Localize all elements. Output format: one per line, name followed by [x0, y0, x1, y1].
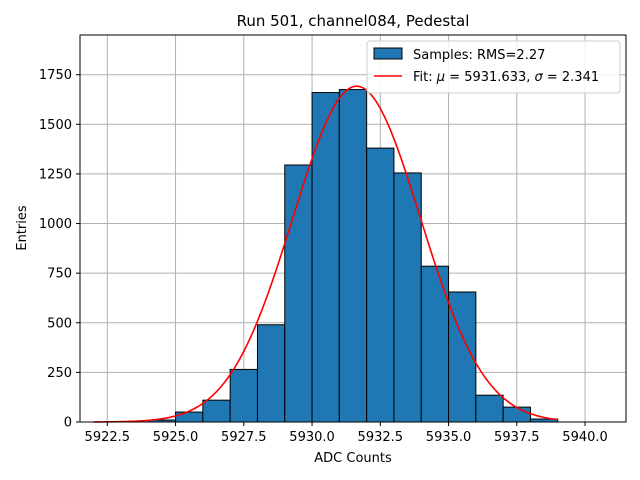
y-tick-label: 1000: [39, 217, 72, 232]
y-axis-label: Entries: [15, 205, 30, 251]
x-tick-label: 5932.5: [358, 430, 404, 445]
histogram-bar: [338, 89, 368, 423]
legend: Samples: RMS=2.27 Fit: μ = 5931.633, σ =…: [366, 40, 621, 94]
histogram-bar: [475, 394, 504, 423]
histogram-bar: [284, 164, 313, 423]
y-tick-label: 250: [47, 366, 72, 381]
histogram-bar: [393, 172, 422, 423]
y-tick-label: 750: [47, 267, 72, 282]
histogram-bar: [229, 368, 258, 423]
x-tick-label: 5925.0: [153, 430, 199, 445]
y-tick-label: 500: [47, 316, 72, 331]
histogram-bar: [366, 147, 395, 423]
histogram-bar: [311, 92, 340, 423]
legend-samples-swatch: [373, 47, 403, 60]
legend-fit-label: Fit: μ = 5931.633, σ = 2.341: [413, 70, 599, 85]
y-tick-label: 1250: [39, 167, 72, 182]
x-tick-label: 5937.5: [494, 430, 540, 445]
histogram-bars: [147, 89, 559, 423]
x-tick-label: 5927.5: [221, 430, 267, 445]
chart-title: Run 501, channel084, Pedestal: [237, 12, 470, 30]
histogram-bar: [202, 399, 231, 423]
y-tick-label: 1500: [39, 118, 72, 133]
x-tick-label: 5922.5: [85, 430, 131, 445]
histogram-bar: [256, 324, 286, 423]
histogram-bar: [502, 406, 531, 423]
y-tick-label: 1750: [39, 68, 72, 83]
x-tick-label: 5940.0: [562, 430, 608, 445]
histogram-bar: [175, 411, 204, 423]
y-tick-label: 0: [64, 416, 72, 431]
plot-frame: [79, 34, 627, 423]
gaussian-fit-curve: [93, 85, 558, 423]
x-tick-label: 5930.0: [289, 430, 335, 445]
legend-samples-label: Samples: RMS=2.27: [413, 48, 545, 63]
x-tick-label: 5935.0: [426, 430, 472, 445]
x-axis-label: ADC Counts: [314, 451, 392, 466]
axis-ticks: 5922.5 5925.0 5927.5 5930.0 5932.5 5935.0 5937…: [39, 68, 608, 445]
fit-curve-layer: [93, 85, 558, 423]
legend-box: [366, 40, 621, 94]
